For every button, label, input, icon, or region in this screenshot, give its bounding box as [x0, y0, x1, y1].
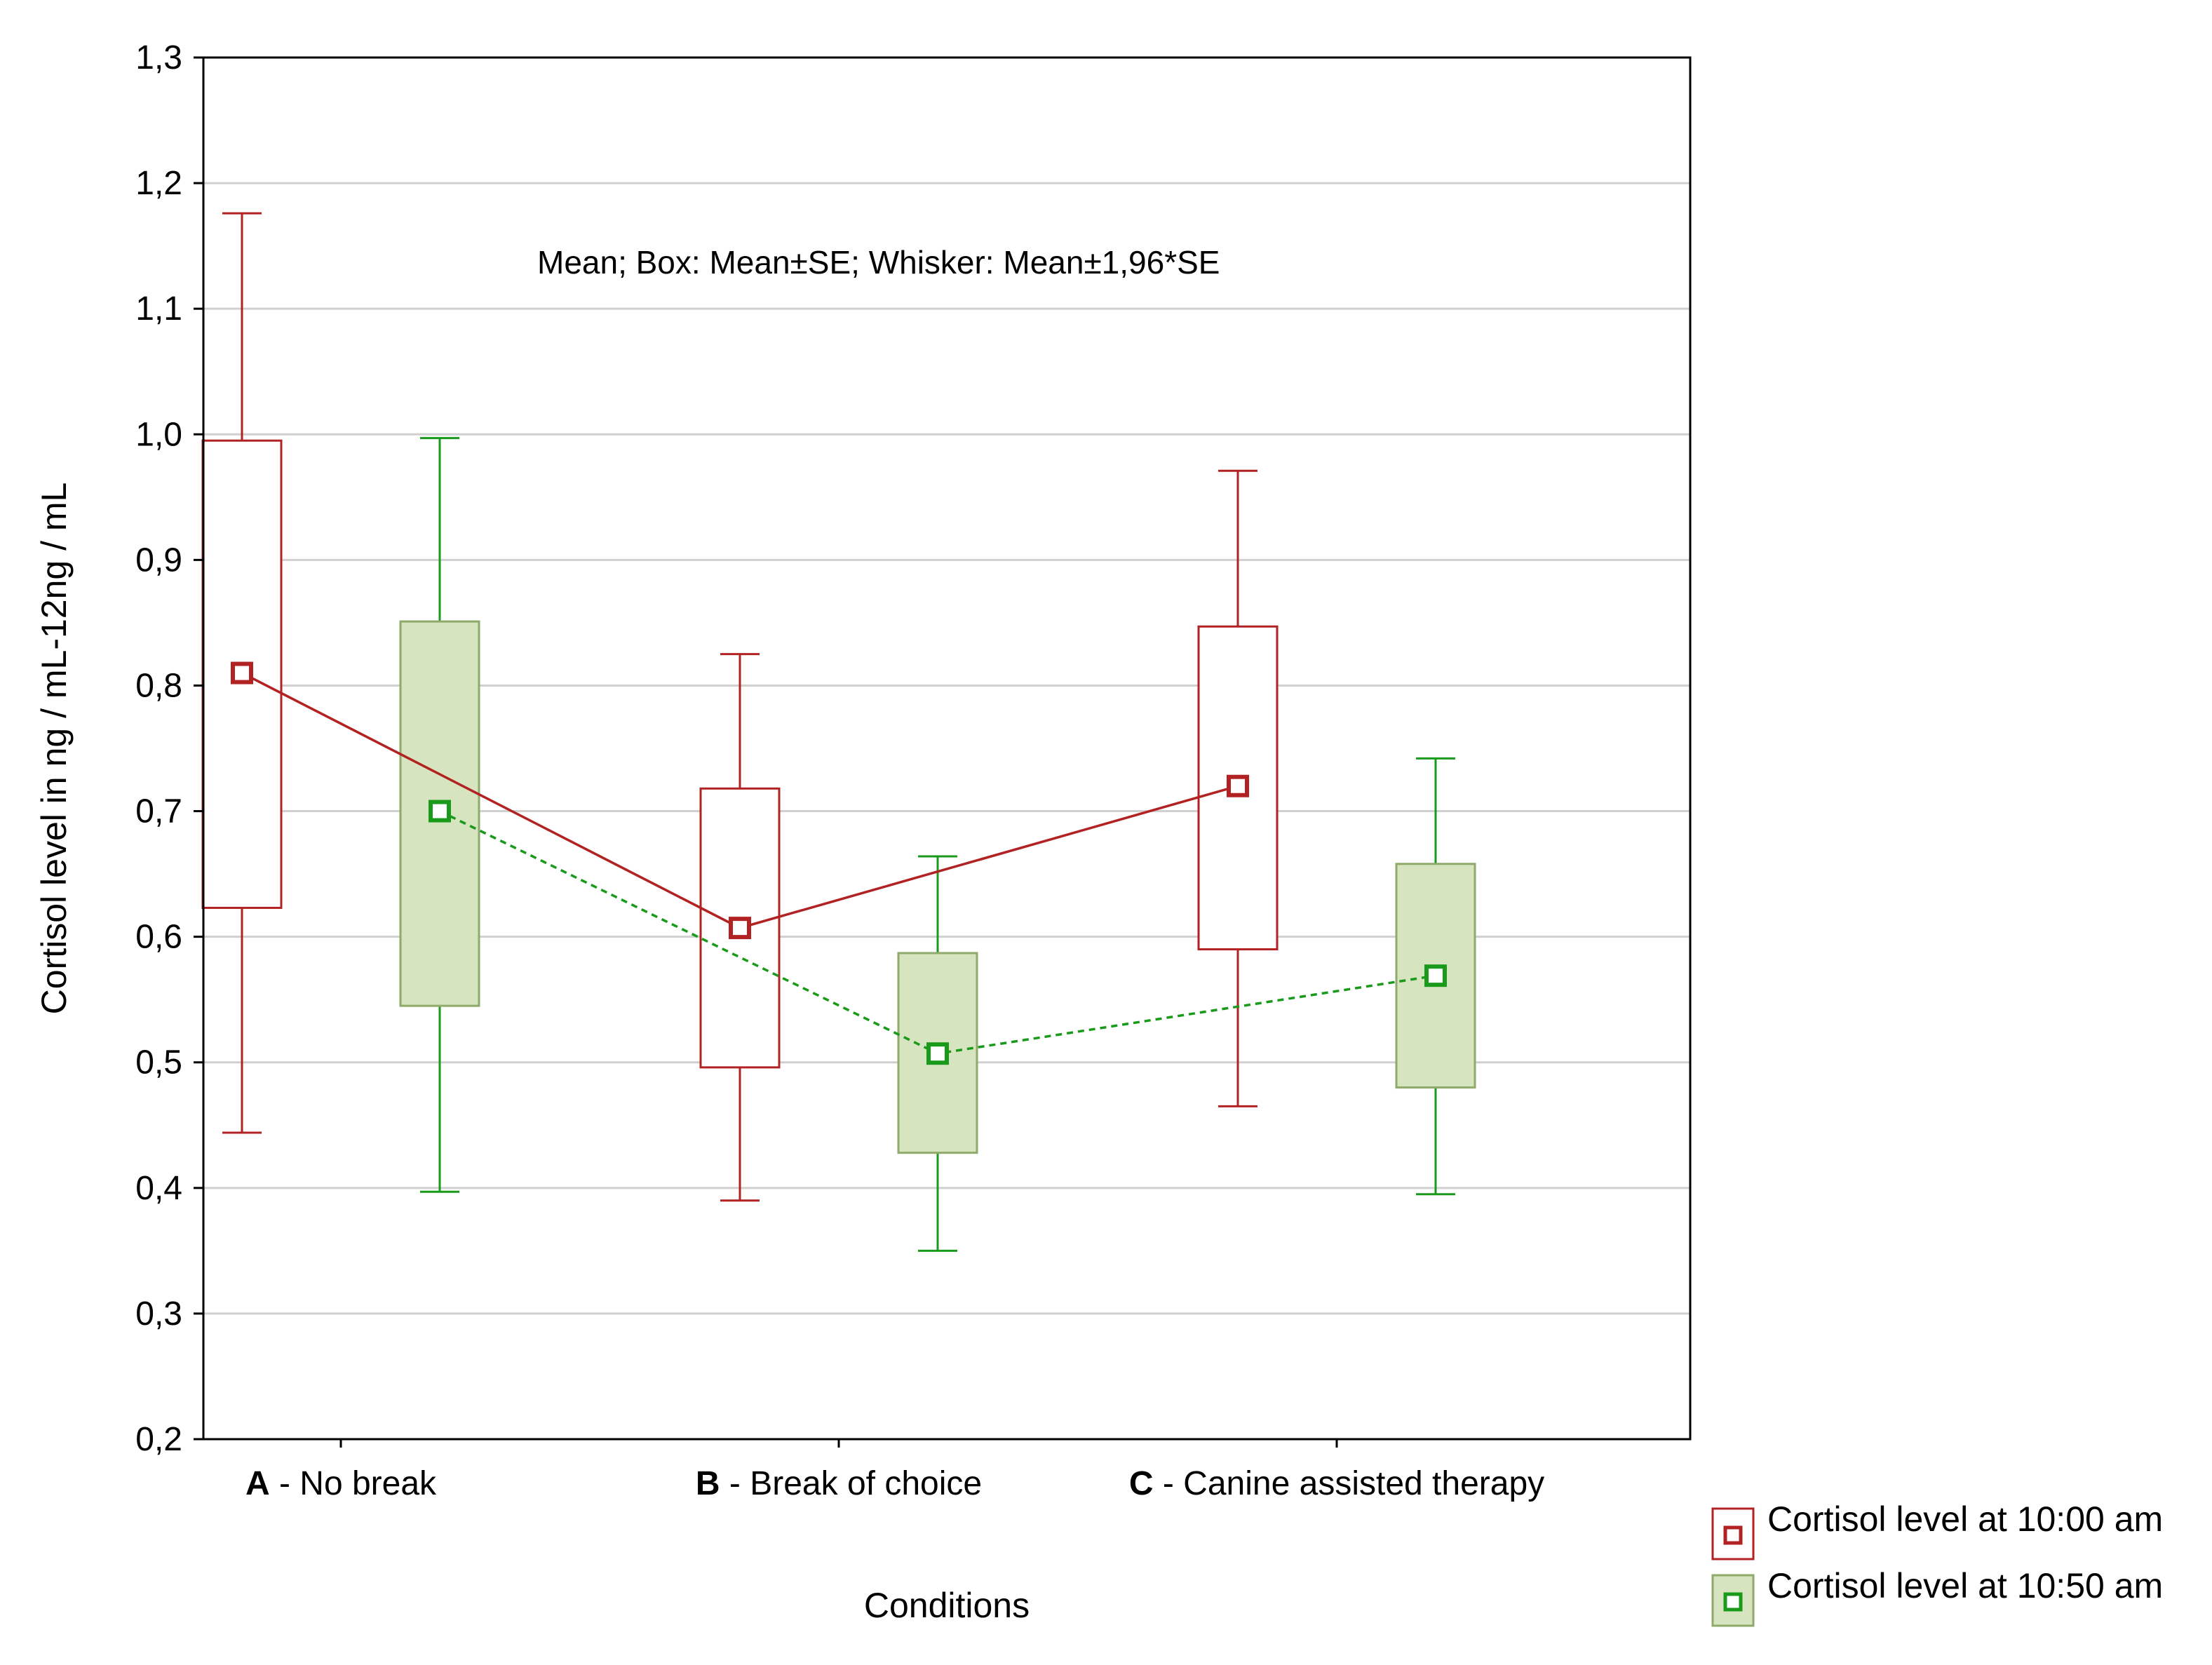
y-axis-title: Cortisol level in ng / mL-12ng / mL — [34, 483, 74, 1015]
mean-marker — [231, 661, 253, 685]
plot-frame — [202, 56, 1692, 1441]
legend-label: Cortisol level at 10:50 am — [1767, 1566, 2163, 1605]
x-axis-categories: A - No break B - Break of choice C - Canin… — [245, 1439, 1544, 1502]
y-tick-label: 0,6 — [135, 919, 182, 956]
legend-marker — [1723, 1592, 1743, 1612]
mean-marker — [729, 917, 751, 940]
category-name: - No break — [270, 1465, 437, 1502]
y-tick-label: 1,2 — [135, 165, 182, 202]
box-se — [897, 952, 978, 1154]
y-axis-ticks: 0,2 0,3 0,4 0,5 0,6 0,7 0,8 0,9 1,0 1,1 1,2 1,3 — [135, 39, 203, 1458]
y-tick-label: 0,7 — [135, 793, 182, 830]
mean-marker — [429, 800, 451, 823]
y-tick-label: 0,5 — [135, 1044, 182, 1081]
mean-marker — [1227, 774, 1249, 797]
legend-item: Cortisol level at 10:00 am — [1711, 1499, 2163, 1560]
category-label: A - No break — [245, 1465, 437, 1502]
y-tick-label: 0,8 — [135, 667, 182, 704]
legend: Cortisol level at 10:00 am Cortisol level… — [1711, 1499, 2163, 1627]
mean-marker — [1424, 964, 1447, 987]
legend-item: Cortisol level at 10:50 am — [1711, 1566, 2163, 1627]
mean-markers — [231, 661, 1447, 1065]
boxes — [201, 212, 1476, 1252]
category-letter: B — [696, 1465, 720, 1502]
category-letter: A — [245, 1465, 270, 1502]
category-name: - Break of choice — [720, 1465, 983, 1502]
legend-marker — [1723, 1525, 1743, 1545]
mean-marker — [926, 1042, 949, 1065]
category-name: - Canine assisted therapy — [1154, 1465, 1545, 1502]
y-tick-label: 0,9 — [135, 541, 182, 579]
y-tick-label: 1,0 — [135, 416, 182, 453]
category-label: C - Canine assisted therapy — [1129, 1465, 1544, 1502]
y-tick-label: 0,4 — [135, 1170, 182, 1207]
y-tick-label: 1,3 — [135, 39, 182, 76]
category-letter: C — [1129, 1465, 1154, 1502]
y-tick-label: 0,2 — [135, 1421, 182, 1458]
category-label: B - Break of choice — [696, 1465, 982, 1502]
y-tick-label: 0,3 — [135, 1295, 182, 1333]
x-axis-title: Conditions — [864, 1586, 1030, 1625]
chart-annotation: Mean; Box: Mean±SE; Whisker: Mean±1,96*S… — [537, 244, 1220, 281]
legend-label: Cortisol level at 10:00 am — [1767, 1499, 2163, 1539]
y-tick-label: 1,1 — [135, 290, 182, 328]
series-layer — [201, 212, 1476, 1252]
